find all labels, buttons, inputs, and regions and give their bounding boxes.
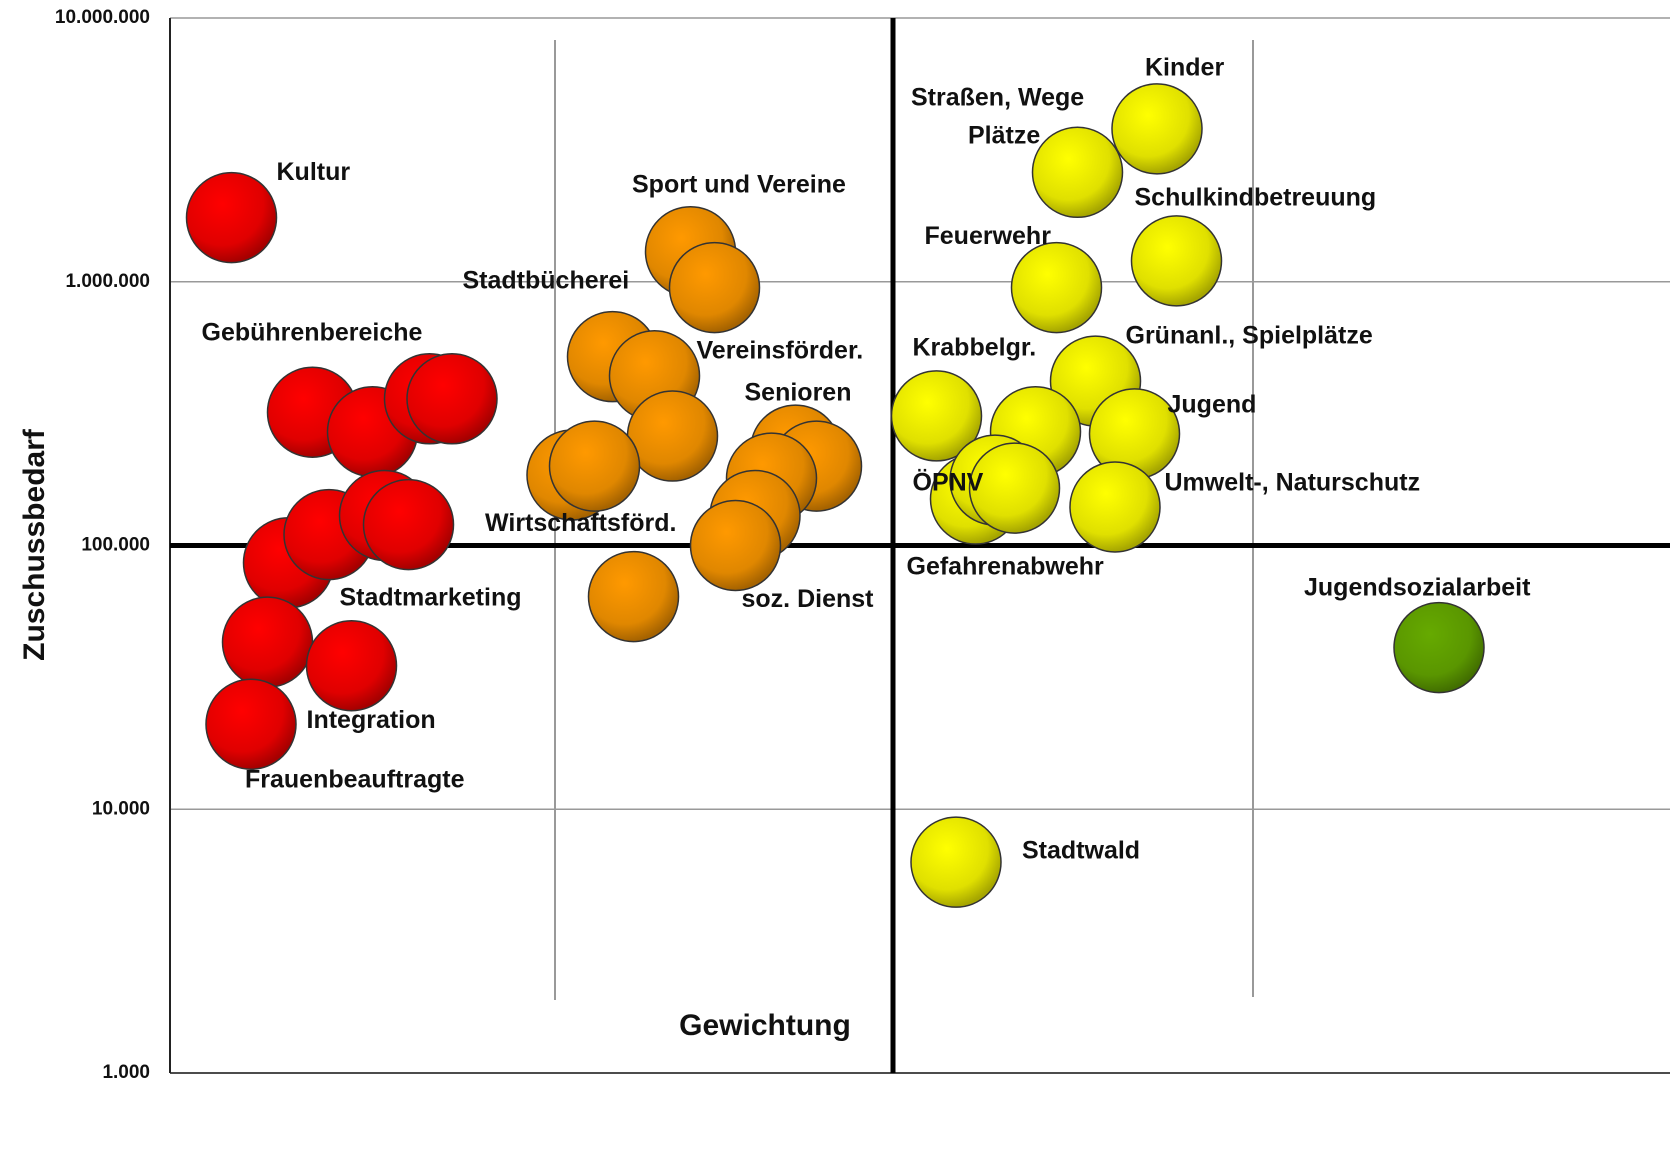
bubble [548,420,641,512]
bubble [668,241,761,334]
annotation: Stadtwald [1022,837,1140,865]
bubbles [185,83,1485,908]
y-tick-label: 100.000 [81,535,150,556]
bubble [1010,241,1103,334]
bubble [1393,601,1485,694]
bubble [910,816,1002,908]
y-tick-label: 10.000 [92,798,150,819]
annotation: Senioren [745,379,852,407]
annotation: Gefahrenabwehr [907,553,1105,581]
bubble [1111,83,1203,175]
annotation: Straßen, Wege [911,84,1084,112]
y-tick-label: 1.000.000 [65,271,150,292]
annotation: Stadtbücherei [463,266,630,294]
annotation: Plätze [968,122,1040,150]
bubble [1069,461,1161,553]
bubble [968,442,1061,534]
bubble [626,390,719,482]
bubble [1130,215,1223,307]
bubble [890,370,983,462]
x-axis-title: Gewichtung [679,1009,851,1042]
annotation: Krabbelgr. [913,334,1037,362]
annotation: Umwelt-, Naturschutz [1165,469,1421,497]
annotation: soz. Dienst [742,585,875,613]
annotation: Kinder [1145,54,1224,82]
bubble [185,171,278,264]
annotation: ÖPNV [913,468,984,497]
bubble [305,620,398,712]
annotation: Gebührenbereiche [202,319,423,347]
annotations: Kultur Sport und Vereine Stadtbücherei Gebü… [202,54,1532,865]
y-tick-label: 1.000 [102,1062,150,1083]
annotation: Feuerwehr [925,222,1052,250]
annotation: Wirtschaftsförd. [485,509,676,537]
annotation: Vereinsförder. [697,337,864,365]
bubble [221,596,314,688]
annotation: Integration [307,706,436,734]
bubble [205,678,297,771]
annotation: Grünanl., Spielplätze [1126,321,1373,349]
annotation: Jugend [1168,391,1257,419]
y-axis-title: Zuschussbedarf [18,428,51,661]
bubble [689,499,782,592]
annotation: Kultur [277,158,351,186]
annotation: Jugendsozialarbeit [1304,574,1531,602]
bubble [1031,126,1124,219]
annotation: Sport und Vereine [632,170,846,198]
bubble [406,353,498,445]
annotation: Stadtmarketing [340,584,522,612]
bubble [362,478,455,571]
y-tick-label: 10.000.000 [55,7,150,28]
annotation: Schulkindbetreuung [1135,184,1377,212]
annotation: Frauenbeauftragte [245,766,465,794]
bubble [587,550,680,643]
